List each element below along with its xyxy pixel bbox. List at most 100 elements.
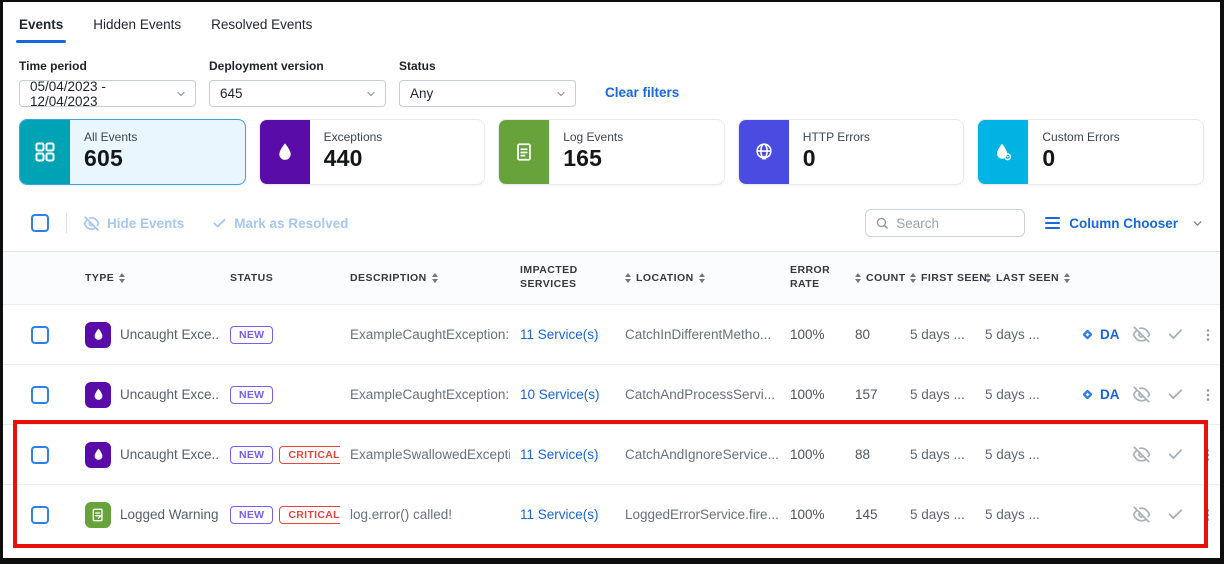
sort-icon[interactable]: [698, 273, 705, 283]
clear-filters-link[interactable]: Clear filters: [605, 85, 680, 100]
row-menu-button[interactable]: [1200, 327, 1216, 343]
card-body-custom-errors: Custom Errors 0: [1028, 120, 1119, 184]
jira-issue-link[interactable]: DA...: [1080, 387, 1120, 402]
cell-checkbox: [19, 505, 75, 524]
hide-event-icon-button[interactable]: [1132, 325, 1151, 344]
status-badge-new: NEW: [230, 505, 274, 524]
sort-icon[interactable]: [431, 273, 438, 283]
column-label: FIRST SEEN: [921, 272, 988, 284]
cell-count: 88: [855, 447, 871, 462]
column-header-count[interactable]: COUNT: [845, 272, 905, 284]
resolve-event-icon-button[interactable]: [1167, 326, 1184, 343]
search-input[interactable]: [896, 215, 1016, 231]
search-box[interactable]: [865, 209, 1026, 237]
sort-icon[interactable]: [985, 273, 991, 283]
column-header-last-seen[interactable]: LAST SEEN: [975, 272, 1070, 284]
tab-events[interactable]: Events: [15, 17, 67, 43]
drop-icon: [259, 120, 310, 184]
card-value: 605: [84, 145, 123, 171]
column-header-error-rate[interactable]: ERROR RATE: [780, 264, 845, 291]
tab-bar: Events Hidden Events Resolved Events: [3, 2, 1220, 43]
table-row[interactable]: Uncaught Exce... NEW ExampleCaughtExceptio…: [3, 364, 1220, 424]
card-body-exceptions: Exceptions 440: [310, 120, 383, 184]
card-label: HTTP Errors: [802, 130, 870, 144]
filter-label-time-period: Time period: [19, 59, 87, 73]
resolve-event-icon-button[interactable]: [1167, 386, 1184, 403]
cell-status: NEW: [220, 385, 340, 404]
row-menu-button[interactable]: [1200, 387, 1216, 403]
filter-value-time-period: 05/04/2023 - 12/04/2023: [30, 78, 106, 109]
filter-deployment-version: Deployment version 645: [209, 59, 386, 107]
column-chooser-label: Column Chooser: [1069, 215, 1178, 231]
column-header-location[interactable]: LOCATION: [615, 272, 780, 284]
column-label: LAST SEEN: [996, 272, 1059, 284]
sort-icon[interactable]: [910, 273, 916, 283]
filter-select-status[interactable]: Any: [399, 80, 576, 107]
filter-select-time-period[interactable]: 05/04/2023 - 12/04/2023: [19, 78, 196, 109]
card-http-errors[interactable]: HTTP Errors 0: [737, 119, 965, 185]
exception-icon: [85, 381, 111, 408]
row-checkbox[interactable]: [31, 385, 49, 404]
mark-resolved-button[interactable]: Mark as Resolved: [212, 216, 348, 231]
cell-error-rate: 100%: [790, 387, 825, 402]
card-all-events[interactable]: All Events 605: [19, 119, 246, 185]
column-header-status[interactable]: STATUS: [220, 272, 340, 284]
cell-description: ExampleSwallowedExceptio...: [350, 447, 510, 462]
eye-off-icon: [83, 215, 100, 232]
exception-icon: [85, 321, 111, 348]
sort-icon[interactable]: [119, 273, 126, 283]
card-log-events[interactable]: Log Events 165: [498, 119, 725, 185]
cell-actions: [1120, 505, 1216, 524]
status-badge-new: NEW: [230, 445, 274, 464]
filter-select-deployment-version[interactable]: 645: [209, 80, 386, 107]
card-label: Exceptions: [323, 130, 383, 144]
sort-icon[interactable]: [1063, 273, 1070, 283]
jira-issue-link[interactable]: DA...: [1080, 327, 1120, 342]
card-label: Log Events: [563, 130, 624, 144]
row-checkbox[interactable]: [31, 325, 49, 344]
row-checkbox[interactable]: [31, 505, 49, 524]
cell-first-seen: 5 days ...: [910, 387, 965, 402]
row-menu-button[interactable]: [1200, 507, 1216, 523]
column-header-type[interactable]: TYPE: [75, 272, 220, 284]
hide-event-icon-button[interactable]: [1132, 445, 1151, 464]
cell-error-rate: 100%: [790, 447, 825, 462]
hide-event-icon-button[interactable]: [1132, 505, 1151, 524]
tab-resolved-events[interactable]: Resolved Events: [211, 17, 313, 32]
column-header-impacted-services[interactable]: IMPACTED SERVICES: [510, 264, 615, 291]
card-value: 440: [323, 145, 363, 171]
impacted-services-link[interactable]: 11 Service(s): [520, 327, 599, 342]
column-header-first-seen[interactable]: FIRST SEEN: [900, 272, 987, 284]
cell-last-seen: 5 days ...: [985, 447, 1040, 462]
cell-status: NEW CRITICAL: [220, 505, 340, 524]
card-body-log-events: Log Events 165: [549, 120, 623, 184]
jira-diamond-icon: [1080, 327, 1095, 342]
sort-icon[interactable]: [625, 273, 631, 283]
resolve-event-icon-button[interactable]: [1167, 446, 1184, 463]
select-all-checkbox[interactable]: [31, 214, 49, 232]
card-custom-errors[interactable]: Custom Errors 0: [977, 119, 1204, 185]
impacted-services-link[interactable]: 10 Service(s): [520, 387, 600, 402]
type-label: Uncaught Exce...: [120, 447, 220, 462]
hide-events-button[interactable]: Hide Events: [83, 215, 184, 232]
column-chooser-button[interactable]: Column Chooser: [1045, 216, 1204, 231]
table-row[interactable]: Uncaught Exce... NEW CRITICAL ExampleSwallo…: [3, 424, 1220, 484]
tab-hidden-events[interactable]: Hidden Events: [93, 17, 182, 32]
column-label: DESCRIPTION: [350, 272, 427, 284]
column-header-description[interactable]: DESCRIPTION: [340, 272, 510, 284]
table-row[interactable]: Uncaught Exce... NEW ExampleCaughtExceptio…: [3, 304, 1220, 364]
sort-icon[interactable]: [855, 273, 861, 283]
cell-first-seen: 5 days ...: [910, 507, 965, 522]
row-checkbox[interactable]: [31, 445, 49, 464]
table-row[interactable]: Logged Warning NEW CRITICAL log.error() cal…: [3, 484, 1220, 544]
impacted-services-link[interactable]: 11 Service(s): [520, 507, 599, 522]
impacted-services-link[interactable]: 11 Service(s): [520, 447, 599, 462]
cell-type: Uncaught Exce...: [75, 321, 220, 348]
hide-event-icon-button[interactable]: [1132, 385, 1151, 404]
cell-error-rate: 100%: [790, 327, 825, 342]
card-exceptions[interactable]: Exceptions 440: [258, 119, 486, 185]
column-label: TYPE: [85, 272, 115, 284]
resolve-event-icon-button[interactable]: [1167, 506, 1184, 523]
row-menu-button[interactable]: [1200, 447, 1216, 463]
